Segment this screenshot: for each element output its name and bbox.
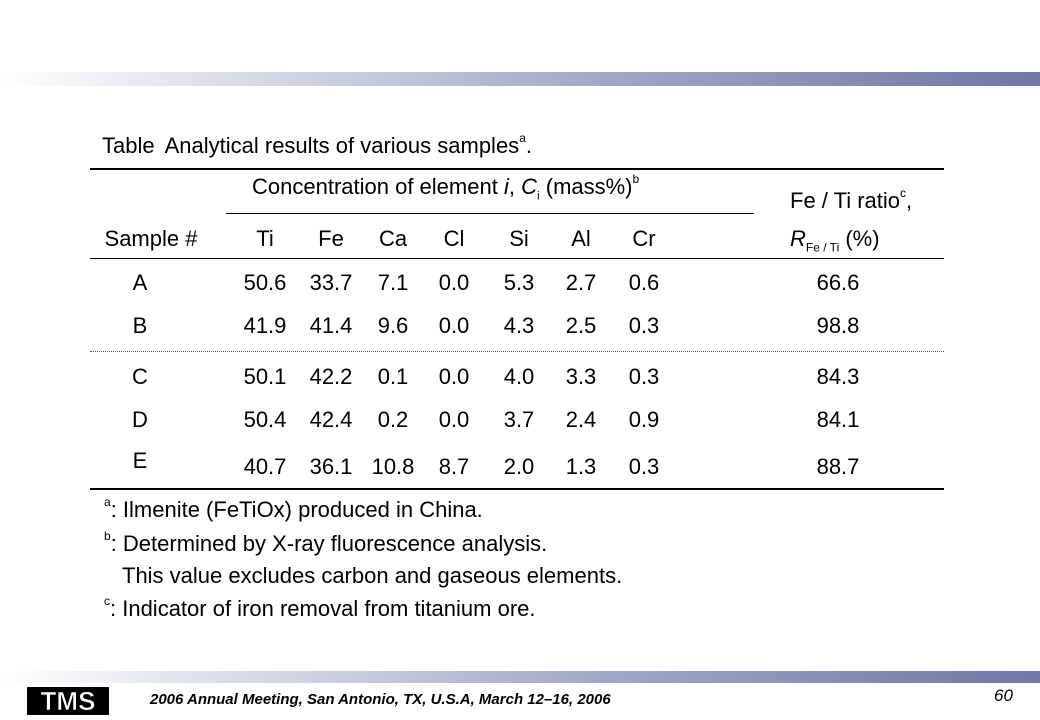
value-cell: 33.7: [309, 270, 353, 295]
ratio-cell: 88.7: [816, 454, 860, 479]
value-cell: 40.7: [243, 454, 287, 479]
value-cell: 0.2: [377, 407, 409, 432]
footnote-text: : Indicator of iron removal from titaniu…: [110, 596, 536, 621]
value-cell: 0.0: [438, 270, 470, 295]
value-cell: 8.7: [438, 454, 470, 479]
ratio-cell: 84.3: [816, 364, 860, 389]
footnote: c: Indicator of iron removal from titani…: [104, 594, 536, 622]
value-cell: 50.6: [243, 270, 287, 295]
footnote: a: Ilmenite (FeTiOx) produced in China.: [104, 495, 483, 523]
value-cell: 10.8: [371, 454, 415, 479]
sample-id: A: [132, 270, 148, 295]
value-cell: 7.1: [377, 270, 409, 295]
sample-column-header: Sample #: [104, 226, 198, 251]
value-cell: 5.3: [503, 270, 535, 295]
value-cell: 9.6: [377, 313, 409, 338]
footnote-text: : Ilmenite (FeTiOx) produced in China.: [110, 497, 483, 522]
value-cell: 2.5: [565, 313, 597, 338]
sample-id: D: [132, 407, 148, 432]
value-cell: 0.0: [438, 313, 470, 338]
concentration-underline: [226, 213, 754, 214]
ratio-header-line2: RFe / Ti (%): [790, 226, 880, 255]
footnote-mark: b: [104, 529, 111, 543]
logo-text: TMS: [41, 687, 96, 715]
element-header-cr: Cr: [632, 226, 656, 251]
value-cell: 50.4: [243, 407, 287, 432]
footnote: b: Determined by X-ray fluorescence anal…: [104, 529, 548, 557]
element-header-al: Al: [571, 226, 591, 251]
ratio-cell: 98.8: [816, 313, 860, 338]
value-cell: 41.9: [243, 313, 287, 338]
value-cell: 2.0: [503, 454, 535, 479]
value-cell: 50.1: [243, 364, 287, 389]
value-cell: 42.2: [309, 364, 353, 389]
value-cell: 0.0: [438, 407, 470, 432]
element-header-si: Si: [509, 226, 529, 251]
value-cell: 0.3: [628, 454, 660, 479]
footnote-text: This value excludes carbon and gaseous e…: [122, 563, 623, 588]
table-title: Table Analytical results of various sampl…: [102, 131, 532, 158]
value-cell: 0.6: [628, 270, 660, 295]
value-cell: 3.3: [565, 364, 597, 389]
top-gradient-band: [0, 72, 1040, 86]
header-bottom-rule: [90, 258, 944, 259]
tms-logo: TMS: [27, 687, 109, 715]
bottom-gradient-band: [0, 671, 1040, 683]
element-header-ca: Ca: [378, 226, 408, 251]
meeting-footer: 2006 Annual Meeting, San Antonio, TX, U.…: [150, 691, 611, 708]
value-cell: 2.7: [565, 270, 597, 295]
table-bottom-rule: [90, 488, 944, 490]
sample-id: C: [132, 364, 148, 389]
value-cell: 36.1: [309, 454, 353, 479]
element-header-fe: Fe: [318, 226, 344, 251]
table-top-rule: [90, 168, 944, 170]
value-cell: 1.3: [565, 454, 597, 479]
value-cell: 4.0: [503, 364, 535, 389]
concentration-header: Concentration of element i, Ci (mass%)b: [252, 172, 640, 203]
element-header-cl: Cl: [443, 226, 465, 251]
group-separator: [90, 351, 944, 352]
value-cell: 0.3: [628, 313, 660, 338]
page-number: 60: [994, 686, 1013, 705]
footnote: This value excludes carbon and gaseous e…: [122, 563, 622, 589]
value-cell: 41.4: [309, 313, 353, 338]
value-cell: 2.4: [565, 407, 597, 432]
value-cell: 0.1: [377, 364, 409, 389]
value-cell: 3.7: [503, 407, 535, 432]
footnote-text: : Determined by X-ray fluorescence analy…: [110, 531, 548, 556]
sample-id: B: [132, 313, 148, 338]
footnote-mark: c: [104, 594, 110, 608]
ratio-cell: 84.1: [816, 407, 860, 432]
value-cell: 4.3: [503, 313, 535, 338]
sample-id: E: [132, 448, 148, 473]
ratio-header-line1: Fe / Ti ratioc,: [790, 186, 913, 213]
value-cell: 42.4: [309, 407, 353, 432]
element-header-ti: Ti: [256, 226, 274, 251]
footnote-mark: a: [104, 495, 111, 509]
value-cell: 0.3: [628, 364, 660, 389]
value-cell: 0.0: [438, 364, 470, 389]
value-cell: 0.9: [628, 407, 660, 432]
ratio-cell: 66.6: [816, 270, 860, 295]
